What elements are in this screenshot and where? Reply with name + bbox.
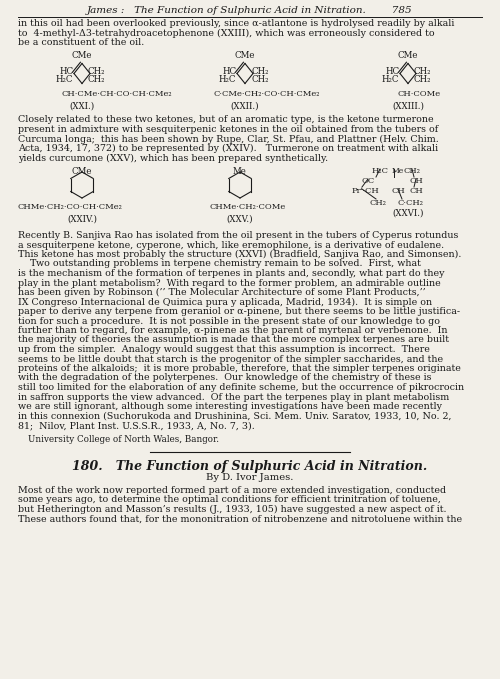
- Text: Acta, 1934, 17, 372) to be represented by (XXIV).   Turmerone on treatment with : Acta, 1934, 17, 372) to be represented b…: [18, 144, 438, 153]
- Text: CH₂: CH₂: [251, 67, 268, 77]
- Text: CMe: CMe: [72, 52, 92, 60]
- Text: C·CH₂: C·CH₂: [398, 199, 424, 207]
- Text: Closely related to these two ketones, but of an aromatic type, is the ketone tur: Closely related to these two ketones, bu…: [18, 115, 434, 124]
- Text: (XXII.): (XXII.): [230, 101, 260, 111]
- Text: HC: HC: [386, 67, 400, 77]
- Text: CMe: CMe: [398, 52, 418, 60]
- Text: Me: Me: [392, 167, 404, 175]
- Text: CH: CH: [410, 177, 424, 185]
- Text: in this connexion (Suchorukoda and Drushinina, Sci. Mem. Univ. Saratov, 1933, 10: in this connexion (Suchorukoda and Drush…: [18, 411, 452, 420]
- Text: to  4-methyl-Δ3-tetrahydroacetophenone (XXIII), which was erroneously considered: to 4-methyl-Δ3-tetrahydroacetophenone (X…: [18, 29, 434, 37]
- Text: further than to regard, for example, α-pinene as the parent of myrtenal or verbe: further than to regard, for example, α-p…: [18, 326, 448, 335]
- Text: Curcuma longa;  this has been shown by Rupe, Clar, St. Pfau, and Plattner (Helv.: Curcuma longa; this has been shown by Ru…: [18, 134, 439, 144]
- Text: CH₂: CH₂: [414, 75, 432, 84]
- Text: play in the plant metabolism?  With regard to the former problem, an admirable o: play in the plant metabolism? With regar…: [18, 278, 441, 287]
- Text: CHMe·CH₂·COMe: CHMe·CH₂·COMe: [210, 203, 286, 211]
- Text: with the degradation of the polyterpenes.  Our knowledge of the chemistry of the: with the degradation of the polyterpenes…: [18, 373, 432, 382]
- Text: (XXIV.): (XXIV.): [67, 215, 97, 224]
- Text: but Hetherington and Masson’s results (J., 1933, 105) have suggested a new aspec: but Hetherington and Masson’s results (J…: [18, 505, 446, 514]
- Text: CMe: CMe: [235, 52, 256, 60]
- Text: CH₂: CH₂: [370, 199, 387, 207]
- Text: yields curcumone (XXV), which has been prepared synthetically.: yields curcumone (XXV), which has been p…: [18, 153, 328, 163]
- Text: up from the simpler.  Analogy would suggest that this assumption is incorrect.  : up from the simpler. Analogy would sugge…: [18, 345, 430, 354]
- Text: HC: HC: [60, 67, 74, 77]
- Text: has been given by Robinson (’’ The Molecular Architecture of some Plant Products: has been given by Robinson (’’ The Molec…: [18, 288, 426, 297]
- Text: seems to be little doubt that starch is the progenitor of the simpler saccharide: seems to be little doubt that starch is …: [18, 354, 443, 363]
- Text: CH₂: CH₂: [88, 75, 106, 84]
- Text: CH₂: CH₂: [251, 75, 268, 84]
- Text: IX Congreso Internacional de Quimica pura y aplicada, Madrid, 1934).  It is simp: IX Congreso Internacional de Quimica pur…: [18, 297, 432, 307]
- Text: (XXI.): (XXI.): [70, 101, 94, 111]
- Text: be a constituent of the oil.: be a constituent of the oil.: [18, 38, 144, 47]
- Text: still too limited for the elaboration of any definite scheme, but the occurrence: still too limited for the elaboration of…: [18, 383, 464, 392]
- Text: we are still ignorant, although some interesting investigations have been made r: we are still ignorant, although some int…: [18, 402, 442, 411]
- Text: 81;  Nilov, Plant Inst. U.S.S.R., 1933, A, No. 7, 3).: 81; Nilov, Plant Inst. U.S.S.R., 1933, A…: [18, 421, 255, 430]
- Text: proteins of the alkaloids;  it is more probable, therefore, that the simpler ter: proteins of the alkaloids; it is more pr…: [18, 364, 461, 373]
- Text: tion for such a procedure.  It is not possible in the present state of our knowl: tion for such a procedure. It is not pos…: [18, 316, 440, 325]
- Text: CH·COMe: CH·COMe: [398, 90, 441, 98]
- Text: H₂C: H₂C: [382, 75, 400, 84]
- Text: CHMe·CH₂·CO·CH·CMe₂: CHMe·CH₂·CO·CH·CMe₂: [18, 203, 123, 211]
- Text: Recently B. Sanjiva Rao has isolated from the oil present in the tubers of Cyper: Recently B. Sanjiva Rao has isolated fro…: [18, 231, 458, 240]
- Text: (XXVI.): (XXVI.): [392, 209, 424, 218]
- Text: (XXIII.): (XXIII.): [392, 101, 424, 111]
- Text: H₂C: H₂C: [219, 75, 236, 84]
- Text: This ketone has most probably the structure (XXVI) (Bradfield, Sanjiva Rao, and : This ketone has most probably the struct…: [18, 250, 462, 259]
- Text: Me: Me: [233, 167, 247, 176]
- Text: OC: OC: [362, 177, 375, 185]
- Text: in saffron supports the view advanced.  Of the part the terpenes play in plant m: in saffron supports the view advanced. O…: [18, 392, 449, 401]
- Text: paper to derive any terpene from geraniol or α-pinene, but there seems to be lit: paper to derive any terpene from geranio…: [18, 307, 460, 316]
- Text: a sesquiterpene ketone, cyperone, which, like eremophilone, is a derivative of e: a sesquiterpene ketone, cyperone, which,…: [18, 240, 444, 249]
- Text: CH₂: CH₂: [414, 67, 432, 77]
- Text: CMe: CMe: [72, 167, 92, 176]
- Text: CH·CMe·CH·CO·CH·CMe₂: CH·CMe·CH·CO·CH·CMe₂: [62, 90, 172, 98]
- Text: CH₂: CH₂: [404, 167, 421, 175]
- Text: some years ago, to determine the optimal conditions for efficient trinitration o: some years ago, to determine the optimal…: [18, 496, 441, 504]
- Text: CH: CH: [392, 187, 406, 195]
- Text: By D. Ivor James.: By D. Ivor James.: [206, 473, 294, 482]
- Text: (XXV.): (XXV.): [226, 215, 254, 224]
- Text: Most of the work now reported formed part of a more extended investigation, cond: Most of the work now reported formed par…: [18, 486, 446, 495]
- Text: 180.   The Function of Sulphuric Acid in Nitration.: 180. The Function of Sulphuric Acid in N…: [72, 460, 428, 473]
- Text: in this oil had been overlooked previously, since α-atlantone is hydrolysed read: in this oil had been overlooked previous…: [18, 19, 454, 28]
- Text: HC: HC: [223, 67, 237, 77]
- Text: These authors found that, for the mononitration of nitrobenzene and nitrotoluene: These authors found that, for the mononi…: [18, 515, 462, 524]
- Text: is the mechanism of the formation of terpenes in plants and, secondly, what part: is the mechanism of the formation of ter…: [18, 269, 444, 278]
- Text: James :   The Function of Sulphuric Acid in Nitration.        785: James : The Function of Sulphuric Acid i…: [87, 6, 413, 15]
- Text: present in admixture with sesquiterpenic ketones in the oil obtained from the tu: present in admixture with sesquiterpenic…: [18, 125, 438, 134]
- Text: University College of North Wales, Bangor.: University College of North Wales, Bango…: [28, 435, 219, 443]
- Text: C·CMe·CH₂·CO·CH·CMe₂: C·CMe·CH₂·CO·CH·CMe₂: [213, 90, 320, 98]
- Text: Two outstanding problems in terpene chemistry remain to be solved.  First, what: Two outstanding problems in terpene chem…: [18, 259, 421, 268]
- Text: CH₂: CH₂: [88, 67, 106, 77]
- Text: H₂C: H₂C: [372, 167, 389, 175]
- Text: the majority of theories the assumption is made that the more complex terpenes a: the majority of theories the assumption …: [18, 335, 449, 344]
- Text: H₂C: H₂C: [56, 75, 74, 84]
- Text: CH: CH: [410, 187, 424, 195]
- Text: Prⁱ·CH: Prⁱ·CH: [352, 187, 380, 195]
